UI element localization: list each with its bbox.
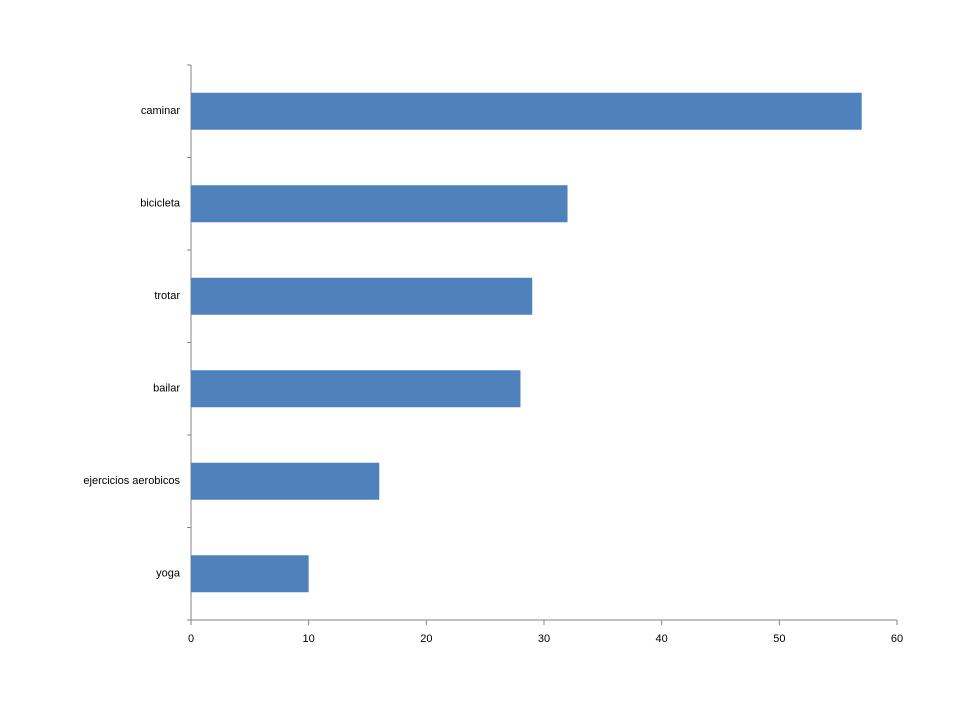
y-tick-label: trotar: [154, 290, 180, 302]
x-tick-label: 60: [891, 633, 903, 645]
bar: [191, 370, 521, 408]
y-tick-label: yoga: [156, 568, 181, 580]
bar: [191, 92, 862, 130]
bar: [191, 185, 568, 223]
y-tick-label: bicicleta: [140, 198, 181, 210]
x-tick-label: 40: [656, 633, 668, 645]
y-tick-label: caminar: [141, 105, 180, 117]
x-tick-label: 30: [538, 633, 550, 645]
y-tick-label: ejercicios aerobicos: [83, 475, 180, 487]
x-tick-label: 20: [420, 633, 432, 645]
y-tick-label: bailar: [153, 383, 180, 395]
x-tick-label: 10: [303, 633, 315, 645]
x-tick-label: 50: [773, 633, 785, 645]
bar: [191, 462, 380, 500]
bar: [191, 277, 533, 315]
x-tick-label: 0: [188, 633, 194, 645]
bar: [191, 555, 309, 593]
